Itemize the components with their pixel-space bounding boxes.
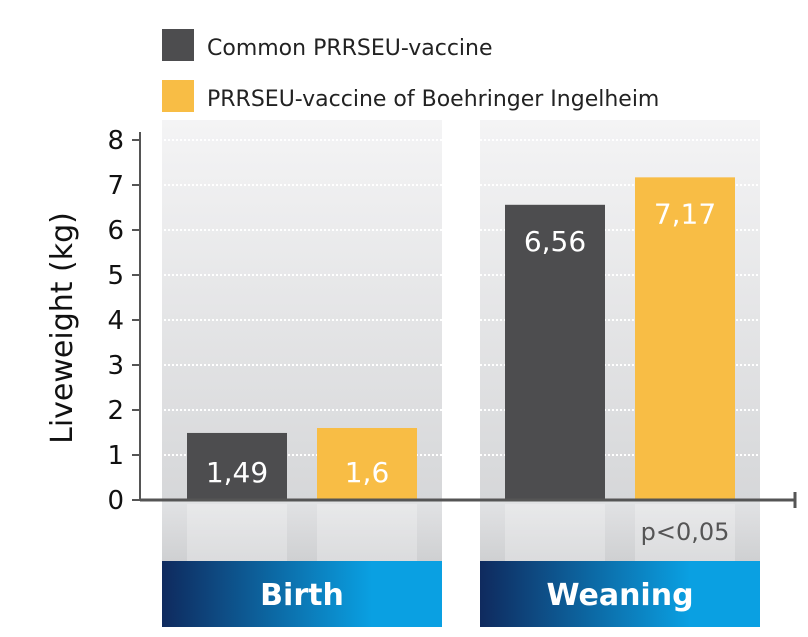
y-tick-label: 1	[107, 441, 124, 471]
bar-reflection	[635, 504, 735, 561]
category-bands: Birth Weaning	[162, 561, 760, 627]
value-label-weaning-series-0: 6,56	[524, 225, 586, 258]
category-band-weaning	[480, 561, 760, 627]
y-tick-label: 4	[107, 306, 124, 336]
value-label-birth-series-0: 1,49	[206, 456, 268, 489]
legend-label-boehringer: PRRSEU-vaccine of Boehringer Ingelheim	[207, 87, 659, 112]
y-tick-label: 8	[107, 126, 124, 156]
value-labels: 1,49 6,56 1,6 7,17	[206, 197, 716, 489]
panel-floor-weaning	[480, 500, 760, 561]
significance-note: p<0,05	[641, 518, 730, 546]
y-tick-label: 3	[107, 351, 124, 381]
legend-swatch-boehringer	[162, 80, 194, 112]
bar-reflection	[317, 504, 417, 561]
bar-birth-series-0	[187, 432, 287, 500]
bar-reflection	[505, 504, 605, 561]
panel-floor-birth	[162, 500, 442, 561]
y-tick-label: 6	[107, 216, 124, 246]
y-tick-labels: 0 1 2 3 4 5 6 7 8	[107, 126, 124, 516]
legend: Common PRRSEU-vaccine PRRSEU-vaccine of …	[162, 29, 659, 112]
legend-swatch-common	[162, 29, 194, 61]
bars	[187, 177, 735, 561]
category-label-weaning: Weaning	[546, 578, 693, 613]
value-label-weaning-series-1: 7,17	[654, 197, 716, 230]
value-label-birth-series-1: 1,6	[345, 456, 390, 489]
bar-birth-series-1	[317, 428, 417, 500]
y-tick-label: 5	[107, 261, 124, 291]
bar-reflection	[187, 504, 287, 561]
bar-weaning-series-1	[635, 177, 735, 500]
legend-label-common: Common PRRSEU-vaccine	[207, 36, 493, 61]
y-tick-label: 0	[107, 486, 124, 516]
category-band-birth	[162, 561, 442, 627]
category-label-birth: Birth	[260, 578, 344, 613]
y-tick-label: 2	[107, 396, 124, 426]
bar-weaning-series-0	[505, 204, 605, 501]
y-axis-label: Liveweight (kg)	[45, 212, 80, 444]
y-tick-label: 7	[107, 171, 124, 201]
y-axis	[132, 132, 797, 508]
